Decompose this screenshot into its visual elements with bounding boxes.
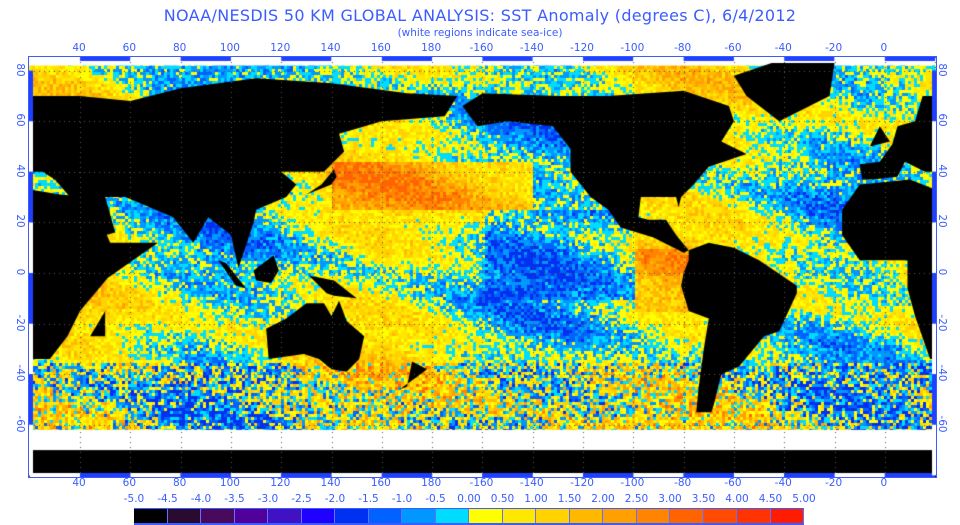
latitude-label: 0 [14, 268, 26, 276]
longitude-label: -140 [519, 42, 544, 54]
color-scale-label: -1.5 [358, 493, 379, 505]
longitude-label: -20 [824, 477, 843, 489]
longitude-label: 160 [370, 42, 391, 54]
color-scale-label: -3.0 [257, 493, 279, 505]
color-swatch [502, 509, 536, 523]
color-scale-bar [134, 508, 804, 525]
map-title: NOAA/NESDIS 50 KM GLOBAL ANALYSIS: SST A… [163, 6, 797, 25]
color-swatch [134, 509, 168, 523]
color-scale-label: -2.5 [291, 493, 312, 505]
color-swatch [469, 509, 503, 523]
color-swatch [201, 509, 235, 523]
longitude-label: -120 [570, 477, 594, 489]
latitude-label: 60 [14, 113, 26, 127]
longitude-label: 120 [270, 477, 291, 489]
latitude-label: 40 [936, 164, 948, 178]
longitude-label: 120 [270, 42, 291, 54]
map-subtitle: (white regions indicate sea-ice) [397, 27, 563, 39]
latitude-label: 80 [936, 62, 948, 77]
color-swatch [737, 509, 771, 523]
color-scale-label: 2.50 [624, 493, 649, 505]
latitude-label: 60 [936, 113, 948, 127]
color-scale-label: -4.5 [157, 493, 178, 505]
latitude-label: -40 [14, 364, 26, 382]
longitude-label: -100 [620, 42, 645, 54]
latitude-label: 80 [14, 62, 26, 77]
longitude-label: 140 [320, 477, 341, 489]
longitude-label: -100 [620, 477, 645, 489]
color-scale-label: 1.50 [557, 493, 582, 505]
color-scale-label: -3.5 [224, 493, 245, 505]
longitude-label: 0 [880, 477, 888, 489]
latitude-label: -20 [936, 314, 948, 332]
longitude-label: -60 [724, 477, 742, 489]
longitude-label: 180 [421, 42, 442, 54]
color-scale-label: 1.00 [524, 493, 548, 505]
longitude-label: 100 [219, 42, 240, 54]
color-scale-label: -1.0 [391, 493, 413, 505]
longitude-label: 60 [122, 477, 137, 489]
color-swatch [402, 509, 436, 523]
color-scale-label: -2.0 [324, 493, 346, 505]
sst-anomaly-map [28, 56, 937, 478]
color-scale-label: 2.00 [591, 493, 615, 505]
latitude-label: -20 [14, 314, 26, 332]
color-swatch [770, 509, 804, 523]
longitude-label: -20 [824, 42, 843, 54]
longitude-label: -160 [469, 477, 494, 489]
longitude-label: 80 [172, 42, 187, 54]
color-scale-label: 5.00 [792, 493, 816, 505]
color-swatch [368, 509, 402, 523]
longitude-label: 40 [72, 477, 86, 489]
latitude-label: 0 [936, 268, 948, 276]
color-swatch [335, 509, 369, 523]
longitude-label: 0 [880, 42, 888, 54]
color-scale-label: 4.50 [758, 493, 783, 505]
color-swatch [435, 509, 469, 523]
longitude-label: -120 [570, 42, 594, 54]
color-swatch [167, 509, 201, 523]
longitude-label: 160 [370, 477, 391, 489]
longitude-label: -40 [774, 477, 792, 489]
color-swatch [703, 509, 737, 523]
color-scale-label: -5.0 [123, 493, 145, 505]
latitude-label: -60 [936, 415, 948, 433]
longitude-label: -80 [674, 477, 692, 489]
longitude-label: 80 [172, 477, 187, 489]
longitude-label: -160 [469, 42, 494, 54]
color-scale-label: -0.5 [425, 493, 446, 505]
color-scale-label: 4.00 [725, 493, 749, 505]
color-swatch [603, 509, 637, 523]
color-scale-label: 3.50 [691, 493, 716, 505]
color-swatch [670, 509, 704, 523]
color-scale-label: -4.0 [190, 493, 212, 505]
color-scale-label: 0.50 [490, 493, 515, 505]
longitude-label: 40 [72, 42, 86, 54]
longitude-label: -40 [774, 42, 792, 54]
longitude-label: 100 [219, 477, 240, 489]
longitude-label: 60 [122, 42, 137, 54]
color-scale-label: 0.00 [457, 493, 481, 505]
color-swatch [636, 509, 670, 523]
longitude-label: 140 [320, 42, 341, 54]
longitude-label: -80 [674, 42, 692, 54]
color-swatch [536, 509, 570, 523]
color-swatch [268, 509, 302, 523]
latitude-label: 20 [936, 214, 948, 229]
latitude-label: -60 [14, 415, 26, 433]
longitude-label: -140 [519, 477, 544, 489]
longitude-label: 180 [421, 477, 442, 489]
color-swatch [301, 509, 335, 523]
color-scale-label: 3.00 [658, 493, 682, 505]
color-swatch [234, 509, 268, 523]
color-swatch [569, 509, 603, 523]
latitude-label: -40 [936, 364, 948, 382]
latitude-label: 20 [14, 214, 26, 229]
longitude-label: -60 [724, 42, 742, 54]
latitude-label: 40 [14, 164, 26, 178]
